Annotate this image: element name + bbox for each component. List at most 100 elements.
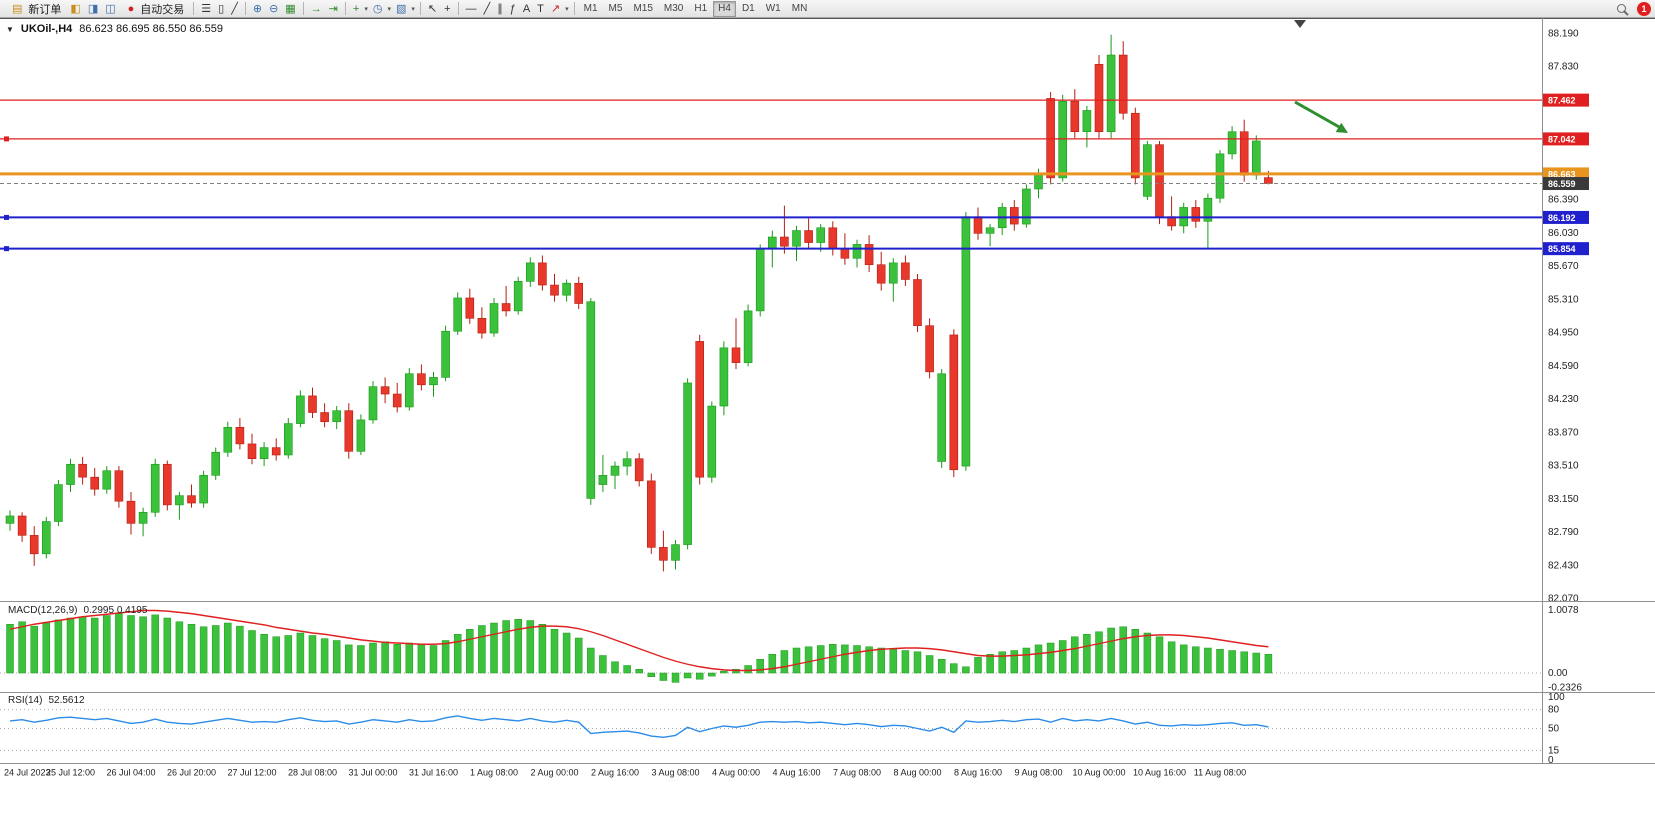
macd-bar [248,630,256,674]
notification-badge[interactable]: 1 [1637,1,1651,16]
timeframe-w1[interactable]: W1 [765,2,781,14]
line-handle[interactable] [4,214,9,220]
new-chart-icon[interactable]: + [352,2,360,15]
time-axis-label: 11 Aug 08:00 [1194,768,1246,778]
candle [187,495,196,504]
time-axis-label: 1 Aug 08:00 [470,768,518,778]
cursor-icon[interactable]: ↖ [427,2,438,15]
y-axis-label: 84.230 [1548,394,1579,405]
candle [973,216,983,234]
timeframe-mn[interactable]: MN [791,2,808,14]
timeframe-m1[interactable]: M1 [583,2,598,14]
time-axis-label: 2 Aug 00:00 [530,768,578,778]
line-handle[interactable] [4,246,9,252]
zoom-out-icon[interactable]: ⊖ [269,2,279,15]
candle [392,393,402,408]
candle [308,395,317,413]
search-icon[interactable] [1613,4,1630,13]
timeframe-m15[interactable]: M15 [633,2,653,14]
candle [1239,131,1249,176]
horizontal-line-icon[interactable]: — [465,2,477,15]
candle [114,470,124,502]
time-axis-label: 26 Jul 20:00 [167,768,216,778]
fibonacci-icon[interactable]: ƒ [509,2,516,15]
new-order-button[interactable]: ▤ 新订单 [4,1,66,17]
candlestick-chart-icon[interactable]: ▯ [218,2,225,15]
candle [441,330,450,378]
toolbar-separator [244,2,246,15]
shapes-icon[interactable]: ↗ [550,2,561,15]
candle [1155,144,1164,217]
label-icon[interactable]: T [537,2,544,15]
chevron-down-icon[interactable]: ▾ [364,5,368,13]
price-badge-label: 86.192 [1548,213,1576,223]
text-icon[interactable]: A [522,2,531,15]
candle [356,419,366,452]
crosshair-icon[interactable]: + [444,2,451,15]
price-badge [1543,242,1589,256]
macd-bar [393,644,401,674]
chart-collapse-icon[interactable]: ▼ [6,24,14,34]
candle [586,301,596,499]
macd-bar [538,624,547,674]
market-watch-icon[interactable]: ◧ [70,2,81,15]
macd-bar [1083,634,1091,674]
template-icon[interactable]: ▧ [395,2,407,15]
chart-shift-icon[interactable]: ⇥ [328,2,338,15]
macd-bar [127,615,135,674]
data-window-icon[interactable]: ◨ [87,2,99,15]
candle [901,262,910,280]
macd-bar [441,640,450,674]
auto-trading-icon: ● [127,2,135,15]
candle [610,465,620,476]
chevron-down-icon[interactable]: ▾ [411,5,415,13]
chevron-down-icon[interactable]: ▾ [565,5,569,13]
candle [925,325,934,373]
toolbar-separator [457,2,459,15]
new-order-label: 新订单 [28,3,62,16]
macd-bar [1204,647,1212,674]
auto-trading-button[interactable]: ● 自动交易 [120,1,190,17]
chevron-down-icon[interactable]: ▾ [387,5,391,13]
price-badge [1543,177,1589,191]
chart-shift-marker[interactable] [1294,20,1306,28]
line-chart-icon[interactable]: ╱ [231,2,238,15]
bar-chart-icon[interactable]: ☰ [201,2,212,15]
navigator-icon[interactable]: ◫ [105,2,116,15]
macd-bar [211,625,220,674]
macd-bar [1228,650,1236,674]
time-axis-label: 25 Jul 12:00 [46,768,95,778]
macd-bar [417,644,426,674]
macd-bar [720,670,728,674]
macd-bar [986,654,994,674]
macd-bar [381,641,389,674]
trend-arrow-annotation[interactable] [1294,100,1342,130]
timeframe-m5[interactable]: M5 [608,2,623,14]
auto-scroll-icon[interactable]: → [310,2,322,15]
trendline-icon[interactable]: ╱ [483,2,491,15]
timeframe-h4[interactable]: H4 [713,0,736,17]
macd-bar [224,622,232,674]
chart-canvas[interactable]: 88.190 87.830 86.390 86.030 85.670 85.310 84.9… [0,18,1655,829]
candle [792,230,801,247]
macd-bar [768,654,777,674]
time-axis-label: 2 Aug 16:00 [591,768,639,778]
macd-bar [151,614,159,674]
candle [1118,54,1128,114]
timeframe-m30[interactable]: M30 [663,2,684,14]
channel-icon[interactable]: ∥ [497,2,503,15]
timeframe-h1[interactable]: H1 [694,2,708,14]
macd-bar [1167,641,1176,674]
tile-windows-icon[interactable]: ▦ [285,2,296,15]
clock-icon[interactable]: ◷ [372,2,383,15]
candle [1082,110,1092,133]
rsi-axis-label: 50 [1548,724,1560,735]
timeframe-d1[interactable]: D1 [741,2,755,14]
candle [404,373,414,408]
trend-arrow-head[interactable] [1335,122,1348,133]
line-handle[interactable] [4,136,9,142]
candle [417,373,426,386]
zoom-in-icon[interactable]: ⊕ [252,2,263,15]
candle [259,447,269,459]
macd-bar [913,651,922,674]
